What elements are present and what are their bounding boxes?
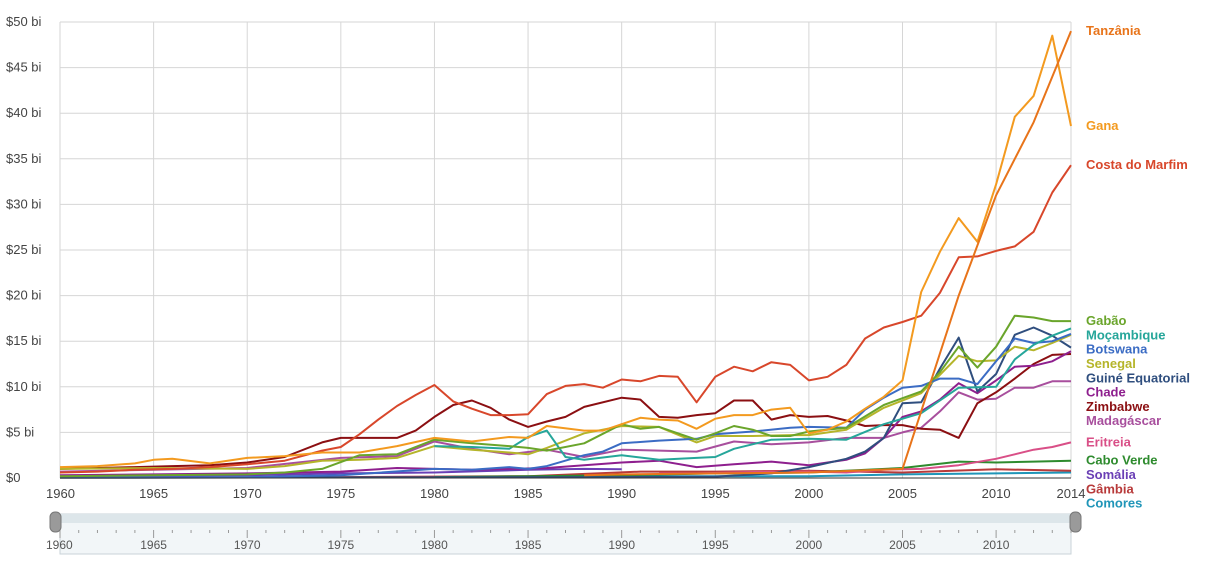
y-tick-label: $45 bi	[6, 60, 42, 75]
legend-label[interactable]: Guiné Equatorial	[1086, 370, 1190, 385]
x-tick-label: 1985	[514, 486, 543, 501]
range-tick-label: 1985	[515, 538, 542, 552]
x-tick-label: 1975	[326, 486, 355, 501]
range-tick-label: 1990	[608, 538, 635, 552]
x-axis-tick-labels: 1960 1965 1970 1975 1980 1985 1990 1995 2000 2005…	[46, 486, 1085, 501]
range-handle-right[interactable]	[1069, 511, 1082, 533]
y-tick-label: $40 bi	[6, 105, 42, 120]
range-tick-label: 1975	[327, 538, 354, 552]
x-tick-label: 1995	[701, 486, 730, 501]
range-tick-label: 2005	[889, 538, 916, 552]
x-tick-label: 1990	[607, 486, 636, 501]
series-line[interactable]	[59, 353, 1072, 470]
legend-label[interactable]: Eritreia	[1086, 434, 1132, 449]
range-selector-band	[60, 514, 1071, 523]
y-tick-label: $20 bi	[6, 288, 42, 303]
x-tick-label: 2005	[888, 486, 917, 501]
series-line[interactable]	[60, 332, 1072, 479]
y-tick-label: $5 bi	[6, 424, 34, 439]
legend-label[interactable]: Tanzânia	[1086, 23, 1141, 38]
range-tick-label: 2010	[983, 538, 1010, 552]
range-tick-label: 1965	[140, 538, 167, 552]
series-line[interactable]	[59, 333, 1072, 470]
y-tick-label: $25 bi	[6, 242, 42, 257]
range-tick-label: 1960	[46, 538, 73, 552]
y-axis-tick-labels: $0 $5 bi $10 bi $15 bi $20 bi $25 bi $30 bi $35…	[6, 14, 42, 485]
series-line[interactable]	[59, 314, 1071, 478]
legend-label[interactable]: Botswana	[1086, 342, 1148, 357]
legend-label[interactable]: Gâmbia	[1086, 481, 1134, 496]
x-tick-label: 2010	[982, 486, 1011, 501]
range-selector[interactable]: 1960 1965 1970 1975 1980 1985 1990 1995 2000 2005…	[46, 511, 1082, 555]
x-tick-label: 2014	[1057, 486, 1086, 501]
series-line[interactable]	[59, 34, 1072, 469]
y-tick-label: $10 bi	[6, 379, 42, 394]
legend-label[interactable]: Gana	[1086, 118, 1119, 133]
legend-label[interactable]: Costa do Marfim	[1086, 157, 1188, 172]
series-line[interactable]	[584, 30, 1072, 477]
series-lines[interactable]	[59, 30, 1072, 479]
range-handle-left[interactable]	[49, 511, 62, 533]
legend-label[interactable]: Somália	[1086, 467, 1137, 482]
y-tick-label: $50 bi	[6, 14, 42, 29]
legend-label[interactable]: Gabão	[1086, 313, 1127, 328]
range-tick-label: 1970	[234, 538, 261, 552]
series-line[interactable]	[59, 350, 1072, 477]
x-tick-label: 1970	[233, 486, 262, 501]
series-line[interactable]	[59, 164, 1072, 474]
y-tick-label: $30 bi	[6, 196, 42, 211]
legend-label[interactable]: Zimbabwe	[1086, 399, 1150, 414]
legend-label[interactable]: Madagáscar	[1086, 413, 1161, 428]
range-tick-label: 1980	[421, 538, 448, 552]
legend-label[interactable]: Cabo Verde	[1086, 453, 1158, 468]
series-line[interactable]	[59, 380, 1071, 473]
x-tick-label: 1980	[420, 486, 449, 501]
range-tick-label: 2000	[796, 538, 823, 552]
y-tick-label: $0	[6, 470, 20, 485]
y-tick-label: $35 bi	[6, 151, 42, 166]
legend-label[interactable]: Senegal	[1086, 356, 1136, 371]
legend-label[interactable]: Comores	[1086, 496, 1142, 511]
legend-label[interactable]: Moçambique	[1086, 327, 1165, 342]
range-selector-ticks: 1960 1965 1970 1975 1980 1985 1990 1995 2000 2005…	[46, 530, 1072, 552]
x-tick-label: 1960	[46, 486, 75, 501]
x-tick-label: 2000	[794, 486, 823, 501]
y-tick-label: $15 bi	[6, 333, 42, 348]
legend-label[interactable]: Chade	[1086, 385, 1126, 400]
range-tick-label: 1995	[702, 538, 729, 552]
series-legend[interactable]: Tanzânia Gana Costa do Marfim GabãoMoçambiq…	[1086, 23, 1190, 511]
x-tick-label: 1965	[139, 486, 168, 501]
series-line[interactable]	[434, 327, 1072, 461]
